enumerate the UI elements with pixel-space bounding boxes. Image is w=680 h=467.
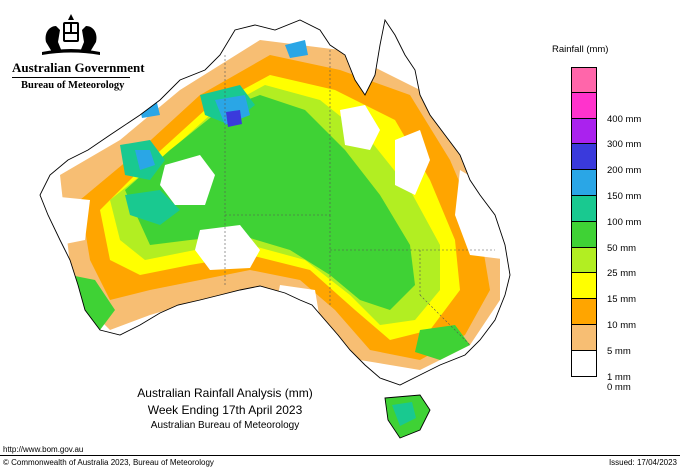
caption-agency: Australian Bureau of Meteorology <box>150 420 300 431</box>
government-title: Australian Government <box>12 60 145 75</box>
legend-tick-label: 300 mm <box>607 139 642 151</box>
legend-tick-label: 15 mm <box>607 294 637 306</box>
legend-tick-label: 10 mm <box>607 320 637 331</box>
legend-tick-label: 400 mm <box>607 113 642 125</box>
legend-tick-label: 50 mm <box>607 242 637 254</box>
bureau-title: Bureau of Meteorology <box>21 80 125 91</box>
rainfall-map <box>39 19 511 439</box>
legend-swatch <box>571 92 597 119</box>
legend-swatch <box>571 170 597 196</box>
caption-period: Week Ending 17th April 2023 <box>147 403 303 417</box>
legend-tick-label: 0 mm <box>607 381 631 393</box>
legend-swatch <box>571 118 597 145</box>
commonwealth-coat-of-arms-icon <box>42 14 100 55</box>
legend-swatch <box>571 195 597 222</box>
footer-issued: Issued: 17/04/2023 <box>608 458 677 467</box>
legend-tick-label: 1 mm <box>607 371 631 383</box>
legend-swatch <box>571 221 597 248</box>
caption-title: Australian Rainfall Analysis (mm) <box>137 386 313 400</box>
footer-copyright: © Commonwealth of Australia 2023, Bureau… <box>3 458 214 467</box>
footer-url[interactable]: http://www.bom.gov.au <box>3 445 84 454</box>
legend-tick-label: 200 mm <box>607 165 642 177</box>
footer-divider <box>0 455 680 456</box>
legend-swatch <box>571 247 597 274</box>
legend-colorbar <box>571 67 597 377</box>
legend-swatch <box>571 273 597 300</box>
legend-swatch <box>571 299 597 325</box>
legend-tick-label: 5 mm <box>607 345 631 357</box>
legend-swatch <box>571 144 597 171</box>
legend-swatch <box>571 350 597 377</box>
legend-tick-label: 25 mm <box>607 268 637 280</box>
legend-tick-label: 150 mm <box>607 191 642 202</box>
legend-swatch <box>571 324 597 351</box>
header-divider <box>12 77 130 78</box>
legend-swatch <box>571 67 597 93</box>
legend-tick-label: 100 mm <box>607 216 642 228</box>
legend-title: Rainfall (mm) <box>552 44 609 55</box>
